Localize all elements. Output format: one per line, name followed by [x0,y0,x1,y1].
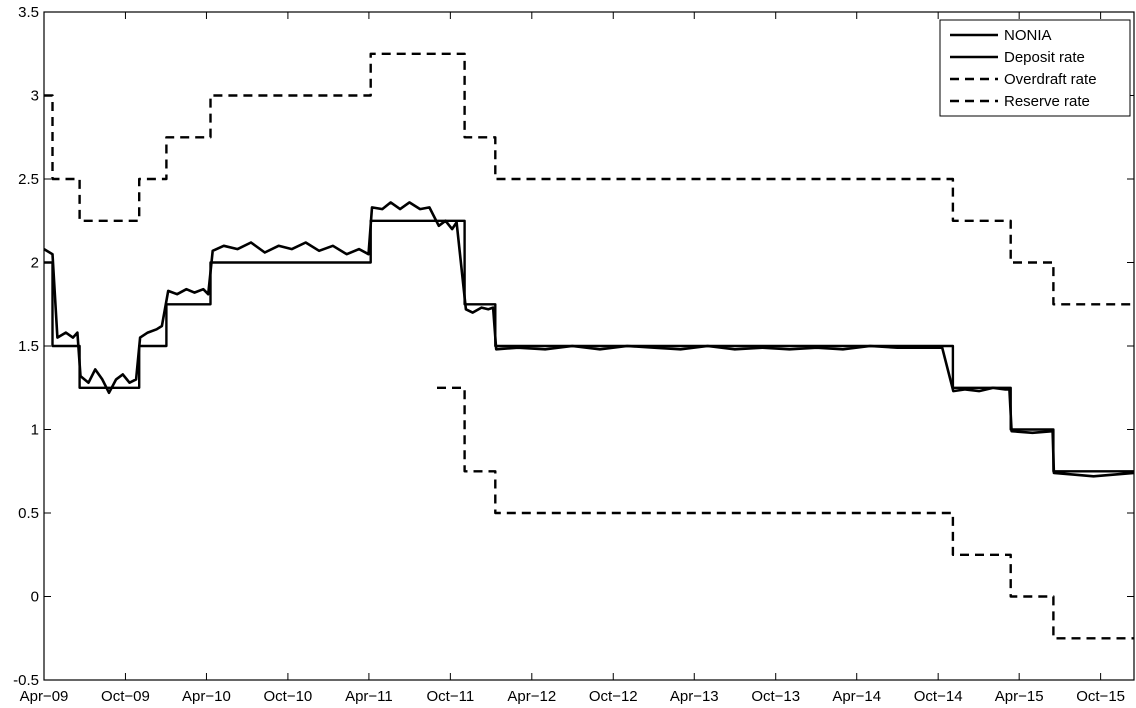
y-tick-label: 2.5 [18,171,39,188]
y-tick-label: 1 [31,422,39,439]
y-tick-label: 2 [31,255,39,272]
x-tick-label: Apr−15 [995,688,1044,705]
y-tick-label: 3.5 [18,4,39,21]
x-tick-label: Apr−09 [20,688,69,705]
series-line-nonia [43,201,1135,478]
x-tick-label: Apr−12 [507,688,556,705]
y-tick-label: 0.5 [18,505,39,522]
x-tick-label: Oct−10 [264,688,313,705]
x-tick-label: Oct−13 [751,688,800,705]
x-tick-label: Apr−10 [182,688,231,705]
y-tick-label: -0.5 [13,672,39,689]
series-layer [43,52,1135,640]
legend-label: Reserve rate [1004,93,1090,110]
x-tick-label: Oct−09 [101,688,150,705]
y-axis: -0.5 0 0.5 1 1.5 2 2.5 3 3.5 [13,4,1134,689]
y-tick-label: 1.5 [18,338,39,355]
x-tick-label: Apr−14 [832,688,881,705]
y-tick-label: 3 [31,88,39,105]
series-line-deposit-rate [44,219,1134,473]
legend-label: Deposit rate [1004,49,1085,66]
x-tick-label: Oct−14 [914,688,963,705]
series-line-reserve-rate [437,386,1134,640]
x-tick-label: Oct−11 [427,688,475,705]
x-tick-label: Apr−13 [670,688,719,705]
x-tick-label: Apr−11 [345,688,393,705]
y-tick-label: 0 [31,589,39,606]
x-tick-label: Oct−12 [589,688,638,705]
legend-label: NONIA [1004,27,1052,44]
series-line-overdraft-rate [44,52,1134,306]
legend-label: Overdraft rate [1004,71,1097,88]
x-axis: Apr−09 Oct−09 Apr−10 Oct−10 Apr−11 Oct−11 Apr−… [20,12,1125,705]
legend: NONIA Deposit rate Overdraft rate Reserve r… [939,19,1131,117]
x-tick-label: Oct−15 [1076,688,1125,705]
